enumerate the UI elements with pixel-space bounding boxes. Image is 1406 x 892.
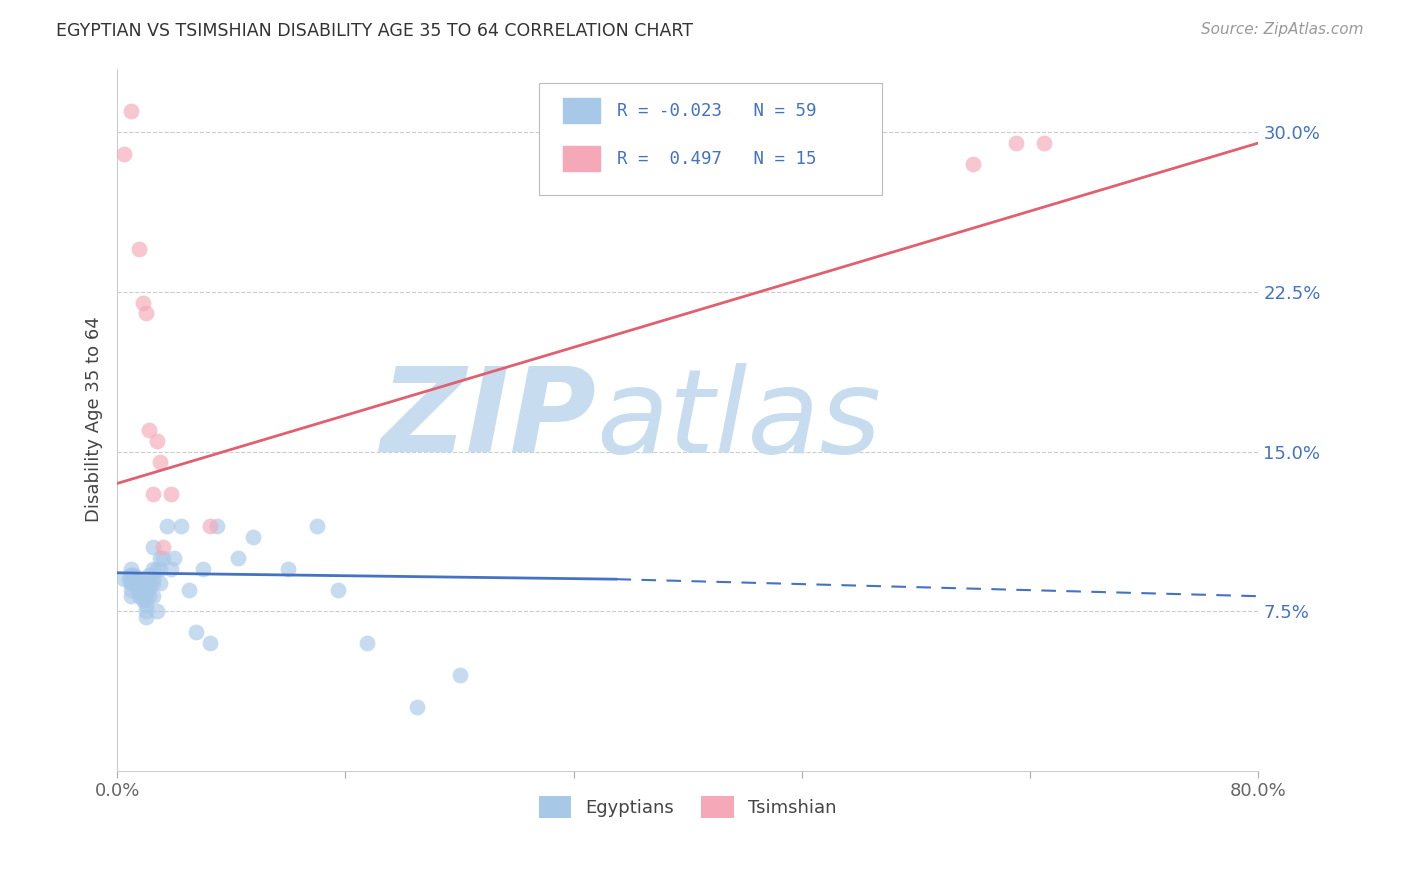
Point: [128, 581, 150, 595]
Point: [128, 589, 150, 603]
Point: [138, 589, 160, 603]
Point: [135, 610, 157, 624]
Point: [160, 561, 183, 575]
Point: [138, 423, 160, 437]
Point: [191, 561, 214, 575]
Point: [277, 561, 299, 575]
Point: [124, 568, 146, 582]
Point: [328, 582, 350, 597]
Point: [132, 582, 155, 597]
Point: [170, 519, 193, 533]
Point: [146, 434, 169, 448]
Point: [120, 568, 142, 582]
Point: [120, 561, 142, 575]
Point: [146, 604, 169, 618]
Point: [142, 487, 165, 501]
Point: [305, 519, 328, 533]
Point: [142, 572, 165, 586]
Text: atlas: atlas: [596, 363, 882, 476]
Point: [138, 581, 160, 595]
Point: [149, 550, 172, 565]
Point: [135, 593, 157, 607]
Point: [1033, 136, 1056, 150]
FancyBboxPatch shape: [564, 146, 600, 171]
Point: [135, 576, 157, 591]
Point: [120, 104, 142, 119]
Point: [149, 576, 172, 591]
Point: [120, 582, 142, 597]
Text: R =  0.497   N = 15: R = 0.497 N = 15: [617, 150, 817, 168]
Point: [135, 598, 157, 612]
FancyBboxPatch shape: [564, 98, 600, 122]
Point: [132, 576, 155, 591]
Text: Source: ZipAtlas.com: Source: ZipAtlas.com: [1201, 22, 1364, 37]
Point: [132, 295, 155, 310]
Legend: Egyptians, Tsimshian: Egyptians, Tsimshian: [531, 789, 844, 825]
Point: [156, 519, 179, 533]
Point: [160, 487, 183, 501]
Y-axis label: Disability Age 35 to 64: Disability Age 35 to 64: [86, 317, 103, 523]
Point: [149, 561, 172, 575]
Point: [135, 587, 157, 601]
Point: [405, 699, 427, 714]
Point: [962, 157, 984, 171]
Point: [128, 585, 150, 599]
Point: [132, 593, 155, 607]
Point: [142, 561, 165, 575]
Point: [149, 455, 172, 469]
Point: [120, 576, 142, 591]
Text: ZIP: ZIP: [381, 362, 596, 477]
Point: [142, 541, 165, 555]
Point: [198, 519, 221, 533]
Point: [135, 582, 157, 597]
Point: [112, 572, 135, 586]
FancyBboxPatch shape: [540, 83, 882, 195]
Point: [449, 668, 471, 682]
Point: [184, 625, 207, 640]
Point: [128, 243, 150, 257]
Point: [120, 572, 142, 586]
Point: [117, 572, 139, 586]
Point: [146, 561, 169, 575]
Point: [112, 146, 135, 161]
Point: [135, 306, 157, 320]
Point: [132, 587, 155, 601]
Point: [356, 636, 378, 650]
Point: [1005, 136, 1028, 150]
Point: [142, 576, 165, 591]
Text: EGYPTIAN VS TSIMSHIAN DISABILITY AGE 35 TO 64 CORRELATION CHART: EGYPTIAN VS TSIMSHIAN DISABILITY AGE 35 …: [56, 22, 693, 40]
Text: R = -0.023   N = 59: R = -0.023 N = 59: [617, 102, 817, 120]
Point: [128, 572, 150, 586]
Point: [128, 576, 150, 591]
Point: [152, 541, 174, 555]
Point: [142, 589, 165, 603]
Point: [138, 568, 160, 582]
Point: [135, 604, 157, 618]
Point: [152, 550, 174, 565]
Point: [177, 582, 200, 597]
Point: [138, 576, 160, 591]
Point: [205, 519, 228, 533]
Point: [228, 550, 250, 565]
Point: [242, 530, 264, 544]
Point: [120, 589, 142, 603]
Point: [198, 636, 221, 650]
Point: [120, 568, 142, 582]
Point: [120, 576, 142, 591]
Point: [163, 550, 186, 565]
